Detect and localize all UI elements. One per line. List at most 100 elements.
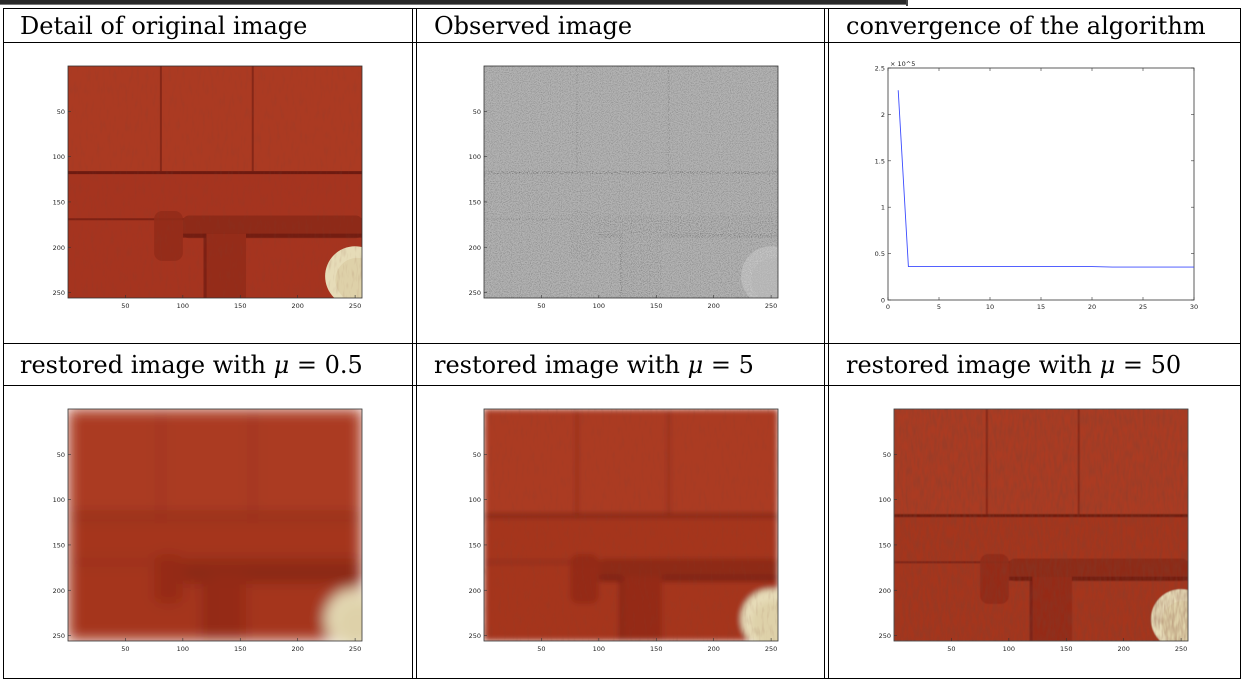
x-tick-label: 100 (593, 302, 605, 310)
restored_5-svg: 50 100 150 200 250 50 100 150 200 250 (469, 408, 779, 653)
chart-y-tick-label: 0 (881, 297, 885, 305)
header-restored-50: restored image with μ = 50 (846, 351, 1181, 379)
y-tick-label: 150 (469, 541, 481, 549)
x-tick-label: 100 (177, 645, 189, 653)
table-rule-top (3, 8, 1240, 9)
x-tick-label: 50 (121, 645, 129, 653)
y-tick-label: 150 (879, 541, 891, 549)
y-tick-label: 200 (53, 587, 65, 595)
panel-restored-mu-0-5: 50 100 150 200 250 50 100 150 200 250 (40, 401, 372, 671)
x-tick-label: 150 (234, 645, 246, 653)
y-tick-label: 200 (879, 587, 891, 595)
chart-x-tick-label: 0 (886, 303, 890, 311)
y-tick-label: 200 (469, 587, 481, 595)
table-rule-v1a (412, 8, 413, 679)
mu-symbol: μ (273, 351, 290, 379)
chart-y-tick-label: 2 (881, 111, 885, 119)
x-tick-label: 150 (650, 302, 662, 310)
chart-x-tick-label: 25 (1139, 303, 1147, 311)
header-restored-50-value: = 50 (1115, 351, 1182, 379)
x-tick-label: 200 (707, 302, 719, 310)
table-rule-v2b (828, 8, 829, 679)
y-tick-label: 250 (469, 289, 481, 297)
y-tick-label: 50 (883, 451, 891, 459)
y-tick-label: 150 (53, 198, 65, 206)
panel-original-image: 50 100 150 200 250 50 100 150 200 250 (40, 58, 372, 328)
header-restored-05-prefix: restored image with (20, 351, 274, 379)
y-tick-label: 250 (879, 632, 891, 640)
x-tick-label: 250 (349, 302, 361, 310)
table-rule-left (3, 8, 4, 679)
restored_50-svg: 50 100 150 200 250 50 100 150 200 250 (879, 408, 1189, 653)
mu-symbol: μ (687, 351, 704, 379)
chart-x-tick-label: 10 (986, 303, 994, 311)
table-rule-v1b (416, 8, 417, 679)
header-restored-05: restored image with μ = 0.5 (20, 351, 363, 379)
table-rule-v2a (824, 8, 825, 679)
mu-symbol: μ (1099, 351, 1116, 379)
y-tick-label: 150 (53, 541, 65, 549)
x-tick-label: 150 (650, 645, 662, 653)
header-restored-05-value: = 0.5 (289, 351, 363, 379)
restored_05-svg: 50 100 150 200 250 50 100 150 200 250 (53, 408, 363, 653)
x-tick-label: 100 (1003, 645, 1015, 653)
header-restored-50-prefix: restored image with (846, 351, 1100, 379)
y-tick-label: 50 (473, 451, 481, 459)
table-rule-bottom (3, 678, 1240, 679)
chart-y-tick-label: 1.5 (875, 157, 885, 165)
y-tick-label: 100 (879, 496, 891, 504)
y-tick-label: 50 (57, 451, 65, 459)
chart-y-exponent: × 10^5 (890, 60, 915, 68)
panel-restored-mu-50: 50 100 150 200 250 50 100 150 200 250 (866, 401, 1198, 671)
table-rule-right (1240, 8, 1241, 679)
chart-y-tick-label: 0.5 (875, 250, 885, 258)
chart-x-tick-label: 20 (1088, 303, 1096, 311)
panel-restored-mu-5: 50 100 150 200 250 50 100 150 200 250 (456, 401, 788, 671)
panel-observed-image: 50 100 150 200 250 50 100 150 200 250 (456, 58, 788, 328)
y-tick-label: 200 (53, 244, 65, 252)
header-restored-5: restored image with μ = 5 (434, 351, 754, 379)
x-tick-label: 150 (234, 302, 246, 310)
page-top-tick (906, 0, 908, 6)
header-convergence: convergence of the algorithm (846, 12, 1206, 40)
x-tick-label: 250 (1175, 645, 1187, 653)
y-tick-label: 150 (469, 198, 481, 206)
y-tick-label: 50 (57, 108, 65, 116)
chart-x-tick-label: 5 (937, 303, 941, 311)
convergence-series-line (897, 90, 1194, 268)
x-tick-label: 200 (291, 645, 303, 653)
header-restored-5-prefix: restored image with (434, 351, 688, 379)
y-tick-label: 250 (469, 632, 481, 640)
y-tick-label: 100 (53, 153, 65, 161)
observed-svg: 50 100 150 200 250 50 100 150 200 250 (469, 65, 779, 310)
page-top-rule (0, 0, 908, 5)
x-tick-label: 200 (291, 302, 303, 310)
header-observed: Observed image (434, 12, 633, 40)
y-tick-label: 250 (53, 289, 65, 297)
y-tick-label: 100 (53, 496, 65, 504)
table-rule-h1 (3, 42, 1240, 43)
y-tick-label: 50 (473, 108, 481, 116)
x-tick-label: 250 (349, 645, 361, 653)
convergence-chart-svg: 0 5 10 15 20 25 30 0 0.5 1 1.5 2 2.5 × 10^5 (875, 60, 1198, 311)
table-rule-h2 (3, 343, 1240, 344)
chart-x-tick-label: 30 (1190, 303, 1198, 311)
y-tick-label: 200 (469, 244, 481, 252)
x-tick-label: 150 (1060, 645, 1072, 653)
x-tick-label: 100 (593, 645, 605, 653)
chart-y-tick-label: 1 (881, 204, 885, 212)
x-tick-label: 100 (177, 302, 189, 310)
x-tick-label: 200 (1117, 645, 1129, 653)
y-tick-label: 250 (53, 632, 65, 640)
x-tick-label: 50 (537, 645, 545, 653)
header-original: Detail of original image (20, 12, 308, 40)
panel-convergence-chart: 0 5 10 15 20 25 30 0 0.5 1 1.5 2 2.5 × 10^5 (866, 58, 1202, 328)
x-tick-label: 250 (765, 645, 777, 653)
x-tick-label: 50 (121, 302, 129, 310)
x-tick-label: 50 (537, 302, 545, 310)
original-svg: 50 100 150 200 250 50 100 150 200 250 (53, 65, 363, 310)
chart-x-tick-label: 15 (1037, 303, 1045, 311)
y-tick-label: 100 (469, 153, 481, 161)
chart-y-tick-label-top: 2.5 (875, 65, 885, 73)
